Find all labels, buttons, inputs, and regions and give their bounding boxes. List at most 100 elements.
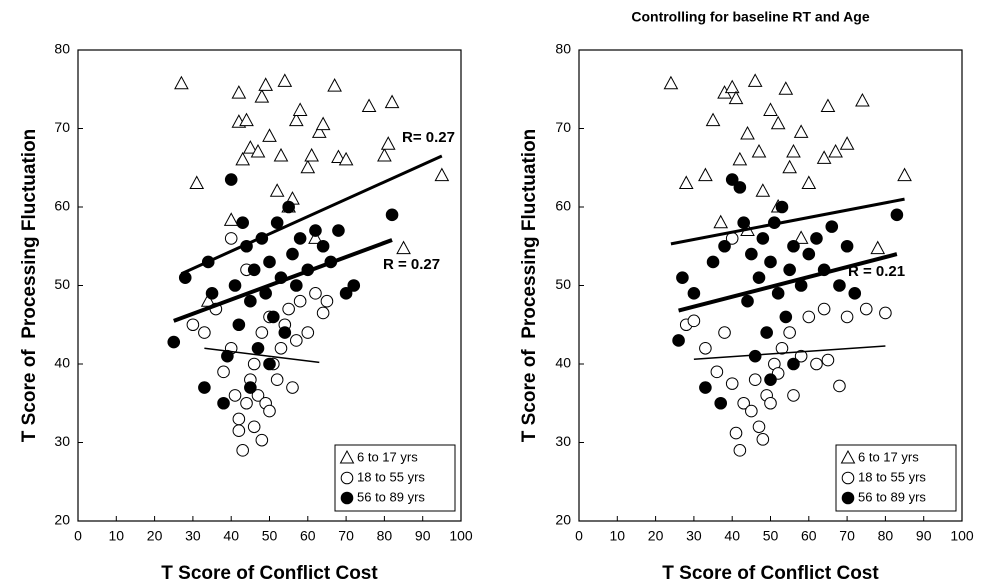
point: [775, 342, 789, 355]
y-tick-label: 20: [54, 512, 70, 528]
point: [288, 112, 304, 127]
x-tick-label: 100: [449, 528, 473, 544]
point: [255, 433, 269, 447]
point: [286, 247, 299, 261]
x-tick-label: 90: [916, 528, 932, 544]
legend-box: [334, 444, 456, 512]
point: [247, 357, 261, 371]
point: [236, 444, 249, 457]
x-tick-label: 10: [610, 528, 626, 544]
point: [217, 396, 230, 410]
point: [232, 318, 246, 332]
point: [339, 287, 353, 300]
point: [699, 381, 712, 394]
point: [748, 349, 762, 363]
point: [802, 247, 816, 261]
y-axis-label: T Score of Processing Fluctuation: [19, 129, 40, 443]
point: [254, 89, 270, 103]
x-tick-label: 0: [575, 528, 583, 544]
point: [672, 334, 685, 347]
point: [771, 287, 785, 300]
panel: 0 10 20 30 40 50 60 70 80 90 100 20 30 40 50 60 70 80 T Sc…: [19, 41, 473, 584]
point: [810, 357, 823, 371]
point: [752, 271, 766, 284]
point: [228, 389, 242, 402]
point: [848, 287, 862, 300]
x-tick-label: 40: [223, 528, 239, 544]
trend-line: [204, 347, 320, 364]
point: [223, 212, 239, 226]
point: [239, 112, 254, 127]
point: [756, 232, 770, 245]
point: [810, 232, 823, 245]
point: [699, 342, 712, 355]
point: [231, 85, 247, 99]
point: [309, 224, 322, 237]
point: [725, 173, 739, 186]
x-tick-label: 30: [686, 528, 702, 544]
point: [748, 373, 762, 387]
x-tick-label: 80: [377, 528, 393, 544]
point: [167, 335, 181, 349]
y-tick-label: 60: [54, 198, 70, 214]
point: [236, 216, 249, 229]
point: [793, 230, 809, 244]
x-tick-label: 70: [839, 528, 855, 544]
point: [327, 78, 342, 92]
point: [755, 183, 771, 197]
point: [783, 263, 796, 277]
point: [247, 263, 261, 277]
point: [740, 125, 755, 140]
point: [262, 128, 277, 142]
point: [316, 306, 330, 320]
point: [897, 167, 912, 182]
legend-box: [835, 444, 957, 512]
point: [763, 102, 778, 116]
point: [384, 94, 400, 109]
y-tick-label: 80: [54, 41, 70, 57]
point: [793, 124, 809, 138]
point: [301, 326, 315, 339]
point: [332, 224, 345, 237]
y-tick-label: 70: [555, 119, 571, 135]
y-axis-label: T Score of Processing Fluctuation: [519, 129, 540, 443]
legend-marker: [841, 491, 855, 505]
legend-label: 6 to 17 yrs: [858, 449, 919, 464]
point: [320, 294, 334, 308]
r-annotation: R = 0.27: [383, 256, 440, 273]
x-tick-label: 60: [300, 528, 316, 544]
point: [263, 255, 276, 269]
point: [273, 147, 289, 162]
point: [718, 326, 731, 339]
point: [247, 420, 261, 434]
point: [787, 239, 800, 253]
point: [782, 159, 797, 174]
panel: Controlling for baseline RT and Age 0 10 20…: [519, 9, 974, 584]
point: [764, 373, 777, 387]
trend-line: [678, 252, 898, 313]
point: [890, 208, 904, 222]
point: [316, 239, 330, 253]
y-tick-label: 50: [54, 276, 70, 292]
point: [663, 75, 679, 90]
point: [732, 151, 748, 166]
point: [870, 240, 886, 255]
trend-line: [173, 238, 393, 323]
point: [678, 175, 694, 189]
point: [698, 167, 713, 182]
point: [250, 144, 266, 158]
point: [714, 396, 728, 410]
y-tick-label: 30: [54, 433, 70, 449]
point: [232, 412, 246, 426]
x-axis-label: T Score of Conflict Cost: [161, 563, 378, 584]
point: [840, 310, 854, 324]
point: [174, 75, 189, 90]
point: [205, 287, 219, 300]
x-tick-label: 40: [724, 528, 740, 544]
x-tick-label: 30: [185, 528, 201, 544]
point: [251, 389, 265, 402]
point: [255, 326, 269, 339]
point: [840, 239, 854, 253]
r-annotation: R = 0.21: [848, 263, 905, 280]
point: [244, 381, 257, 394]
